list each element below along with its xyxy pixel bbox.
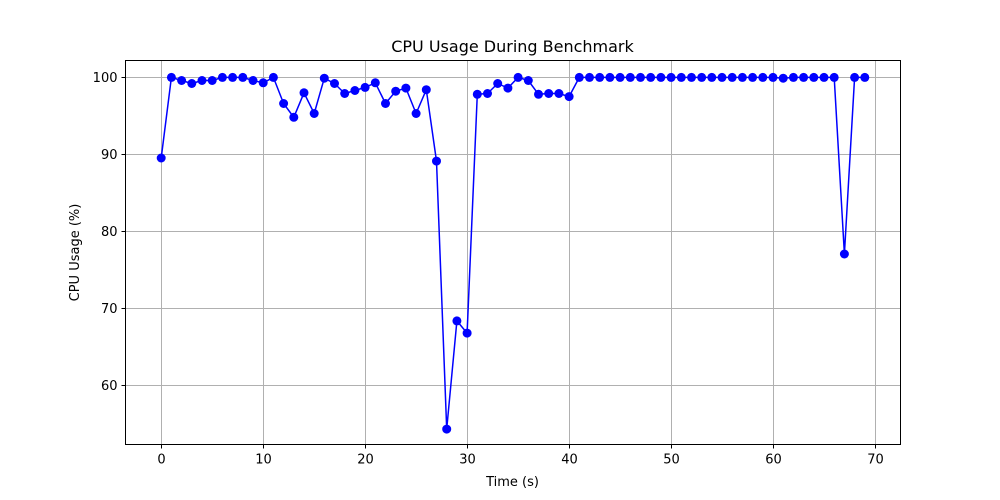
- data-point: [503, 83, 513, 93]
- data-point: [442, 424, 452, 434]
- x-tick-label: 0: [157, 453, 165, 468]
- data-point: [299, 88, 309, 98]
- data-point: [238, 72, 248, 82]
- data-point: [166, 72, 176, 82]
- data-point: [850, 72, 860, 82]
- data-point: [391, 86, 401, 96]
- data-point: [788, 72, 798, 82]
- data-point: [493, 79, 503, 88]
- y-tick-label: 70: [101, 302, 118, 317]
- data-point: [758, 72, 768, 82]
- data-point: [748, 72, 758, 82]
- data-point: [595, 72, 605, 82]
- data-point: [370, 78, 380, 88]
- data-point: [523, 76, 533, 85]
- series-line: [160, 76, 865, 430]
- data-point: [564, 92, 574, 102]
- y-tick-label: 90: [101, 148, 118, 163]
- data-point: [727, 72, 737, 82]
- data-point: [462, 328, 472, 338]
- x-tick-label: 10: [255, 453, 272, 468]
- data-point: [666, 72, 676, 82]
- series-cpu-usage: [156, 72, 870, 434]
- data-point: [544, 89, 554, 98]
- data-point: [350, 86, 360, 95]
- data-point: [411, 109, 421, 118]
- data-point: [177, 76, 187, 85]
- axis-ticks: 0 10 20 30 40 50 60 70 60 70 80 90 100: [93, 71, 884, 468]
- data-point: [534, 89, 543, 99]
- chart-title: CPU Usage During Benchmark: [391, 37, 634, 56]
- data-point: [421, 85, 431, 95]
- data-point: [401, 83, 411, 93]
- data-point: [829, 72, 839, 82]
- x-tick-label: 60: [765, 453, 782, 468]
- y-tick-label: 100: [93, 71, 118, 86]
- grid: [125, 60, 901, 445]
- data-point: [268, 72, 278, 82]
- data-point: [452, 316, 462, 326]
- data-point: [605, 72, 615, 82]
- data-point: [625, 72, 635, 82]
- x-tick-label: 50: [663, 453, 680, 468]
- data-point: [860, 72, 870, 82]
- data-point: [687, 72, 696, 82]
- x-tick-label: 30: [459, 453, 476, 468]
- data-point: [360, 82, 370, 92]
- y-axis-title: CPU Usage (%): [68, 204, 83, 302]
- data-point: [697, 72, 707, 82]
- y-tick-label: 80: [101, 225, 118, 240]
- data-point: [737, 72, 747, 82]
- data-point: [615, 72, 625, 82]
- data-point: [319, 73, 329, 83]
- x-tick-label: 40: [561, 453, 578, 468]
- data-point: [636, 72, 645, 82]
- data-point: [330, 79, 339, 88]
- data-point: [839, 249, 849, 259]
- data-point: [554, 89, 564, 98]
- data-point: [585, 72, 594, 82]
- data-point: [432, 156, 441, 166]
- data-point: [381, 99, 390, 108]
- data-point: [574, 72, 584, 82]
- y-tick-label: 60: [101, 379, 118, 394]
- data-point: [676, 72, 686, 82]
- data-point: [309, 109, 319, 118]
- data-point: [513, 72, 523, 82]
- data-point: [809, 72, 819, 82]
- data-point: [289, 112, 299, 122]
- data-point: [819, 72, 829, 82]
- data-point: [248, 76, 258, 85]
- data-point: [656, 72, 666, 82]
- data-point: [197, 76, 207, 85]
- data-point: [187, 79, 197, 88]
- data-point: [207, 76, 217, 85]
- data-point: [483, 89, 492, 98]
- data-point: [156, 153, 166, 163]
- data-point: [646, 72, 656, 82]
- data-point: [279, 99, 289, 108]
- data-point: [258, 78, 268, 88]
- x-axis-title: Time (s): [485, 475, 539, 490]
- data-point: [707, 72, 717, 82]
- data-point: [217, 72, 227, 82]
- data-point: [768, 72, 778, 82]
- data-point: [340, 89, 350, 98]
- x-tick-label: 70: [867, 453, 884, 468]
- data-point: [799, 72, 809, 82]
- data-point: [717, 72, 727, 82]
- x-tick-label: 20: [357, 453, 374, 468]
- data-point: [228, 72, 238, 82]
- plot-frame: [125, 60, 901, 445]
- data-point: [778, 73, 788, 83]
- data-point: [472, 89, 482, 99]
